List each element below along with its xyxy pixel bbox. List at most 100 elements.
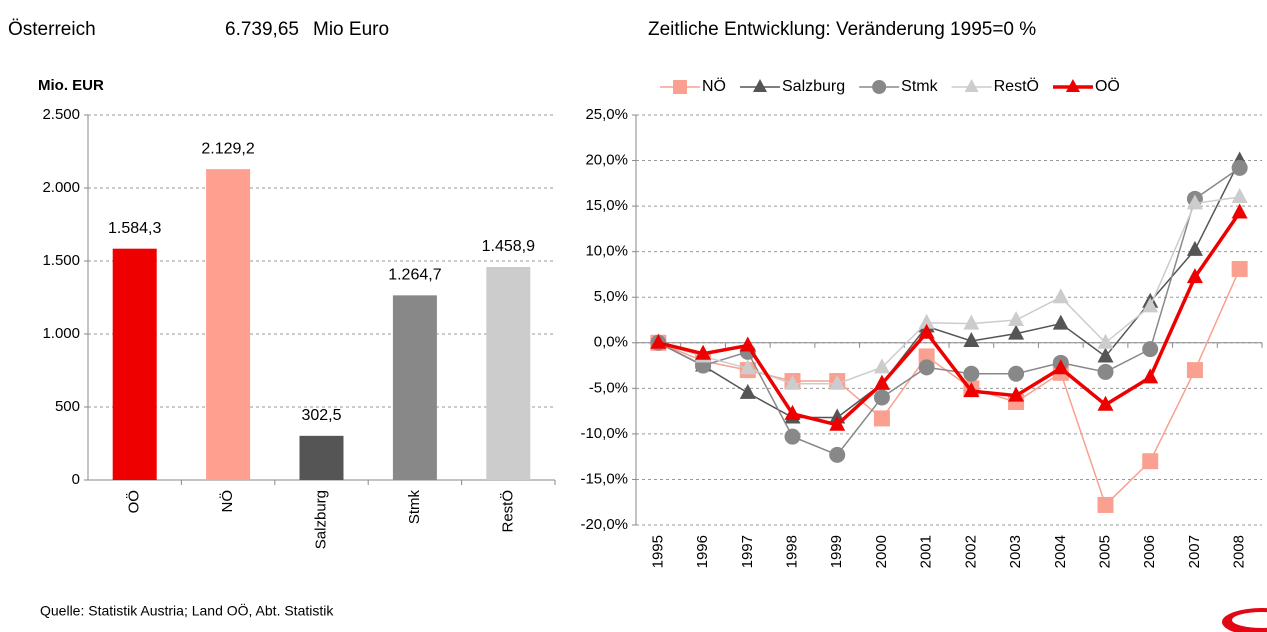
marker bbox=[918, 359, 935, 376]
marker bbox=[829, 446, 846, 463]
bar bbox=[112, 248, 157, 480]
y-tick-label: -20,0% bbox=[580, 516, 628, 533]
marker bbox=[1186, 268, 1203, 284]
marker bbox=[873, 389, 890, 406]
legend-marker bbox=[1065, 79, 1080, 92]
marker bbox=[963, 382, 980, 398]
marker bbox=[1052, 288, 1069, 304]
bar bbox=[299, 435, 344, 480]
marker bbox=[1186, 194, 1203, 210]
marker bbox=[1097, 496, 1114, 513]
marker bbox=[1097, 395, 1114, 411]
x-tick-label: 2007 bbox=[1186, 535, 1203, 568]
marker bbox=[918, 323, 935, 339]
marker bbox=[1186, 362, 1203, 379]
marker bbox=[1142, 453, 1159, 470]
y-tick-label: 5,0% bbox=[594, 288, 628, 305]
x-tick-label: Salzburg bbox=[312, 490, 329, 549]
series-line bbox=[658, 160, 1241, 419]
marker bbox=[1186, 240, 1203, 256]
x-tick-label: 1995 bbox=[649, 535, 666, 568]
value-label: 2.129,2 bbox=[201, 140, 254, 157]
series-line bbox=[658, 167, 1241, 456]
x-tick-label: 2004 bbox=[1052, 535, 1069, 568]
x-tick-label: NÖ bbox=[218, 490, 236, 513]
legend-label: RestÖ bbox=[994, 77, 1039, 95]
marker bbox=[918, 313, 935, 329]
value-label: 1.264,7 bbox=[388, 267, 441, 284]
marker bbox=[1142, 341, 1159, 358]
legend-label: Salzburg bbox=[782, 78, 845, 95]
total: 6.739,65 bbox=[225, 19, 299, 40]
x-tick-label: Stmk bbox=[406, 490, 423, 525]
marker bbox=[1231, 159, 1248, 176]
marker bbox=[1008, 365, 1025, 382]
x-tick-label: OÖ bbox=[125, 490, 143, 513]
y-tick-label: 25,0% bbox=[585, 106, 628, 123]
legend-label: NÖ bbox=[702, 77, 726, 95]
marker bbox=[739, 359, 756, 375]
x-tick-label: 2006 bbox=[1141, 535, 1158, 568]
marker bbox=[1097, 347, 1114, 363]
unit: Mio Euro bbox=[313, 19, 389, 40]
value-label: 302,5 bbox=[301, 407, 341, 424]
legend-marker bbox=[872, 80, 887, 94]
marker bbox=[1052, 359, 1069, 375]
legend-marker bbox=[753, 79, 767, 92]
marker bbox=[829, 374, 846, 390]
marker bbox=[873, 410, 890, 427]
footer: Quelle: Statistik Austria; Land OÖ, Abt.… bbox=[40, 602, 334, 619]
marker bbox=[739, 336, 756, 352]
legend-label: OÖ bbox=[1095, 77, 1120, 95]
bar bbox=[206, 169, 251, 481]
marker bbox=[784, 404, 801, 420]
y-tick-label: 1.000 bbox=[42, 325, 80, 342]
marker bbox=[1008, 386, 1025, 402]
value-label: 1.584,3 bbox=[108, 220, 161, 237]
y-tick-label: 2.500 bbox=[42, 106, 80, 123]
marker bbox=[1008, 311, 1025, 326]
x-tick-label: 2000 bbox=[873, 535, 890, 568]
marker bbox=[873, 374, 890, 390]
marker bbox=[873, 358, 890, 374]
marker bbox=[739, 383, 756, 399]
x-tick-label: 2008 bbox=[1231, 535, 1248, 568]
chart-title: Zeitliche Entwicklung: Veränderung 1995=… bbox=[648, 19, 1036, 40]
x-tick-label: 1996 bbox=[694, 535, 711, 568]
marker bbox=[1097, 333, 1114, 349]
y-tick-label: 15,0% bbox=[585, 197, 628, 214]
y-tick-label: -10,0% bbox=[580, 425, 628, 442]
marker bbox=[1097, 363, 1114, 380]
y-tick-label: 10,0% bbox=[585, 243, 628, 260]
y-tick-label: 20,0% bbox=[585, 152, 628, 169]
region: Österreich bbox=[8, 19, 96, 40]
marker bbox=[829, 415, 846, 431]
legend-label: Stmk bbox=[901, 78, 938, 95]
x-tick-label: 1999 bbox=[828, 535, 845, 568]
y-axis-label: Mio. EUR bbox=[38, 77, 104, 94]
y-tick-label: -5,0% bbox=[589, 379, 628, 396]
marker bbox=[963, 365, 980, 382]
x-tick-label: 2005 bbox=[1096, 535, 1113, 568]
bar bbox=[392, 295, 437, 480]
y-tick-label: 1.500 bbox=[42, 252, 80, 269]
marker bbox=[963, 314, 980, 330]
marker bbox=[1142, 368, 1159, 384]
logo bbox=[1222, 608, 1267, 632]
legend-marker bbox=[964, 79, 979, 92]
y-tick-label: 500 bbox=[55, 398, 80, 415]
marker bbox=[1231, 203, 1248, 219]
marker bbox=[1231, 188, 1248, 203]
y-tick-label: -15,0% bbox=[580, 470, 628, 487]
y-tick-label: 2.000 bbox=[42, 179, 80, 196]
legend-marker bbox=[673, 80, 687, 94]
x-tick-label: 1997 bbox=[739, 535, 756, 568]
marker bbox=[1052, 314, 1069, 330]
bar bbox=[486, 267, 531, 480]
y-tick-label: 0 bbox=[72, 471, 80, 488]
series-line bbox=[658, 196, 1240, 385]
marker bbox=[784, 428, 801, 445]
value-label: 1.458,9 bbox=[482, 238, 535, 255]
series-line bbox=[657, 211, 1242, 427]
